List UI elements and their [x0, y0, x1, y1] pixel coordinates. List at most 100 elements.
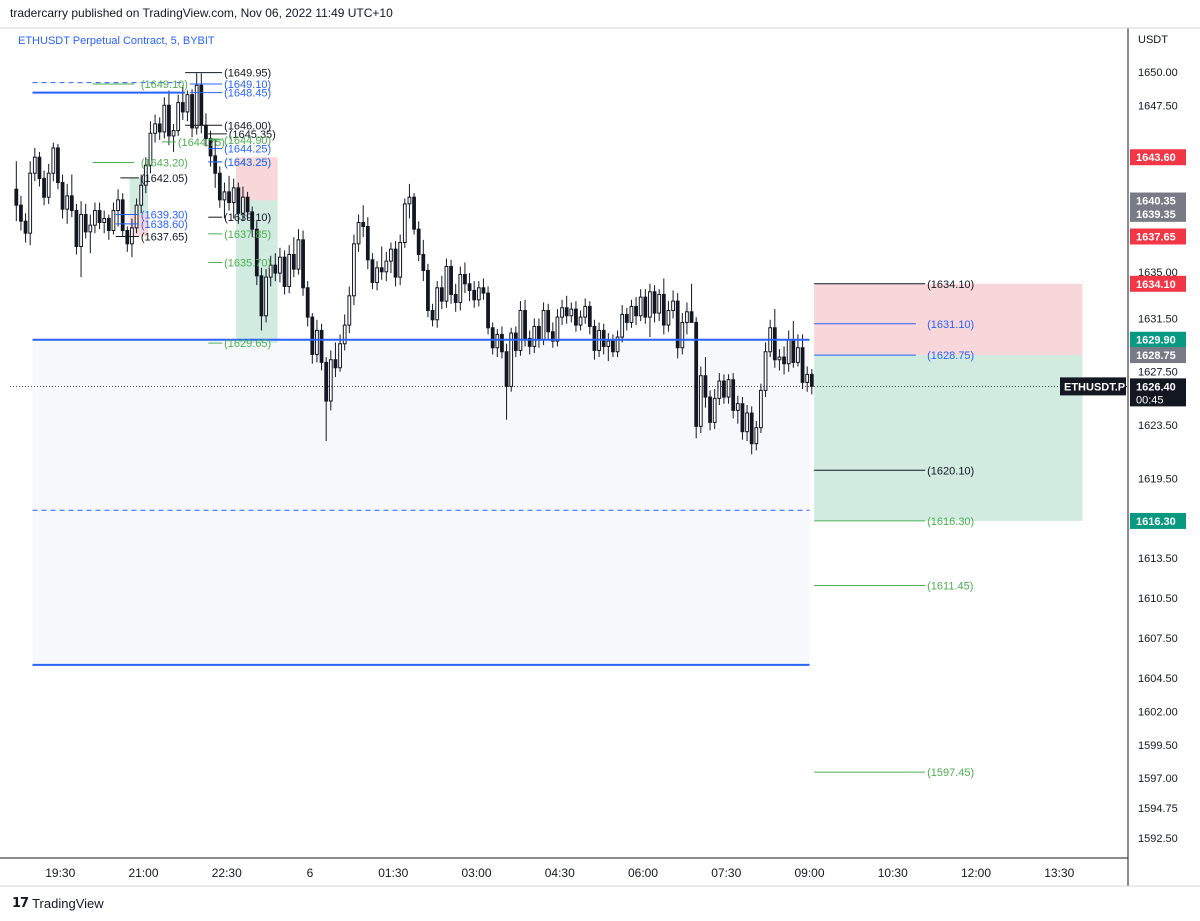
candle-body: [745, 412, 749, 433]
price-badge-label: 1640.35: [1136, 196, 1176, 208]
range-box: [32, 339, 810, 665]
candle-body: [125, 230, 130, 245]
candle-body: [97, 210, 102, 224]
candle-body: [606, 340, 611, 347]
candle-body: [375, 267, 379, 283]
annotation-label: (1642.05): [141, 173, 188, 185]
candle-body: [648, 291, 652, 318]
annotation-label: (1646.00): [224, 120, 271, 132]
candle-body: [782, 356, 786, 365]
candle-body: [241, 196, 245, 214]
candle-body: [171, 130, 176, 137]
candle-body: [500, 333, 504, 353]
candle-body: [143, 164, 148, 186]
candle-body: [694, 321, 699, 427]
candle-body: [60, 182, 65, 210]
annotation-label: (1638.60): [141, 219, 188, 231]
candle-body: [14, 188, 19, 206]
price-badge: [1130, 275, 1186, 292]
footer-brand[interactable]: 17 TradingView: [12, 896, 104, 911]
candle-body: [643, 296, 648, 318]
candles-layer: [14, 73, 814, 455]
candle-body: [227, 191, 231, 204]
candle-body: [504, 351, 509, 387]
candle-body: [777, 356, 782, 361]
x-tick-label: 01:30: [378, 866, 408, 880]
candle-body: [671, 300, 675, 311]
candle-body: [541, 309, 546, 341]
candle-body: [472, 289, 477, 301]
price-axis[interactable]: 1650.001647.501635.001631.501627.501623.…: [1060, 67, 1186, 845]
y-tick-label: 1607.50: [1138, 633, 1178, 645]
candle-body: [310, 316, 315, 355]
candle-body: [486, 292, 490, 329]
y-tick-label: 1627.50: [1138, 367, 1178, 379]
countdown-label: 00:45: [1136, 394, 1164, 406]
candle-body: [116, 199, 120, 212]
candle-body: [689, 311, 694, 323]
candle-body: [527, 337, 532, 347]
price-badge-label: 1628.75: [1136, 350, 1176, 362]
candle-body: [88, 224, 93, 233]
candle-body: [712, 397, 717, 423]
annotation-label: (1639.10): [224, 212, 271, 224]
x-tick-label: 22:30: [212, 866, 242, 880]
candle-body: [69, 195, 74, 212]
price-badge: [1130, 347, 1186, 364]
target-zone-0: [814, 355, 1083, 521]
candle-body: [120, 199, 125, 232]
candle-body: [231, 187, 236, 204]
annotation-label: (1643.25): [224, 157, 271, 169]
stop-zone-2: [129, 214, 149, 237]
candle-body: [398, 241, 403, 278]
candle-body: [796, 347, 800, 363]
price-badge-label: 1629.90: [1136, 335, 1176, 347]
candle-body: [106, 218, 111, 232]
candle-body: [102, 218, 107, 224]
chart-title: ETHUSDT Perpetual Contract, 5, BYBIT: [18, 35, 215, 47]
candle-body: [661, 293, 666, 326]
annotation-label: (1637.65): [141, 231, 188, 243]
candle-body: [754, 427, 759, 445]
time-axis[interactable]: 19:30 21:00 22:30 6 01:30 03:00 04:30 06:00 07:3…: [45, 866, 1074, 880]
candle-body: [384, 260, 389, 273]
candle-body: [772, 327, 777, 361]
candle-body: [615, 336, 620, 353]
candle-body: [28, 172, 33, 234]
candle-body: [19, 204, 23, 222]
annotation-label: (1616.30): [927, 516, 974, 528]
annotation-label: (1649.10): [224, 79, 271, 91]
candle-body: [342, 324, 347, 345]
candle-body: [601, 329, 606, 347]
price-badge: [1130, 331, 1186, 348]
annotation-label: (1634.10): [927, 279, 974, 291]
candle-body: [42, 178, 46, 198]
annotation-label: (1631.10): [927, 319, 974, 331]
candle-body: [763, 351, 768, 391]
x-tick-label: 21:00: [128, 866, 158, 880]
candle-body: [365, 226, 370, 261]
x-tick-label: 10:30: [878, 866, 908, 880]
candle-body: [611, 340, 615, 353]
candle-body: [634, 305, 638, 317]
candle-body: [513, 332, 518, 351]
candle-body: [319, 329, 324, 363]
candle-body: [791, 339, 796, 363]
brand-name: TradingView: [32, 896, 104, 911]
annotation-label: (1644.25): [224, 144, 271, 156]
candle-body: [809, 373, 814, 387]
candle-body: [236, 187, 241, 214]
candle-body: [259, 275, 264, 317]
x-tick-label: 04:30: [545, 866, 575, 880]
price-badge-label: 1639.35: [1136, 209, 1176, 221]
candle-body: [731, 379, 736, 411]
candle-body: [652, 291, 657, 314]
x-tick-label: 12:00: [961, 866, 991, 880]
candle-body: [74, 210, 79, 247]
candle-body: [564, 307, 569, 317]
y-tick-label: 1619.50: [1138, 473, 1178, 485]
candle-body: [435, 287, 440, 321]
candle-body: [749, 412, 754, 445]
x-tick-label: 6: [307, 866, 314, 880]
